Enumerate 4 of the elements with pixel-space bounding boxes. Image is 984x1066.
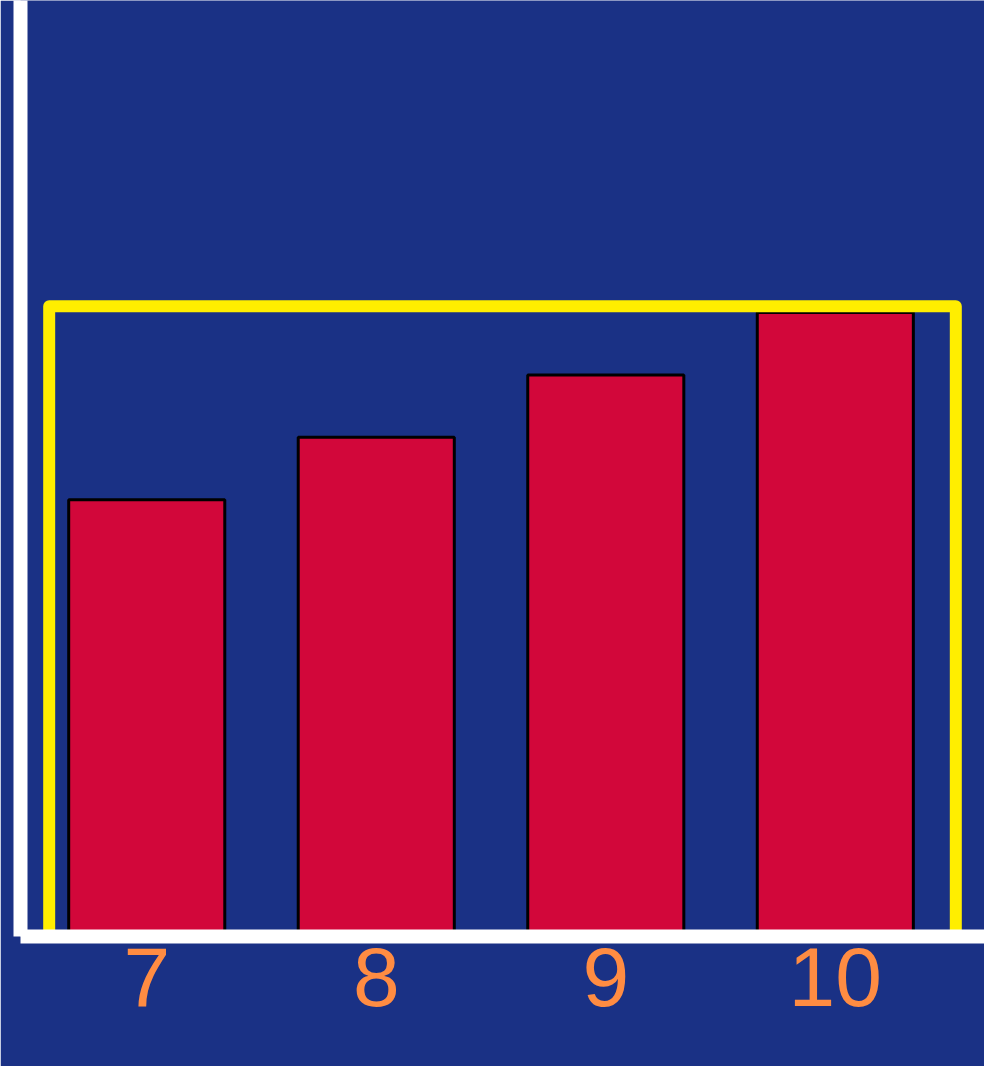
- x-tick-label: 10: [788, 929, 883, 1024]
- x-tick-label: 8: [352, 929, 400, 1024]
- x-tick-label: 9: [582, 929, 630, 1024]
- x-tick-label: 7: [123, 929, 171, 1024]
